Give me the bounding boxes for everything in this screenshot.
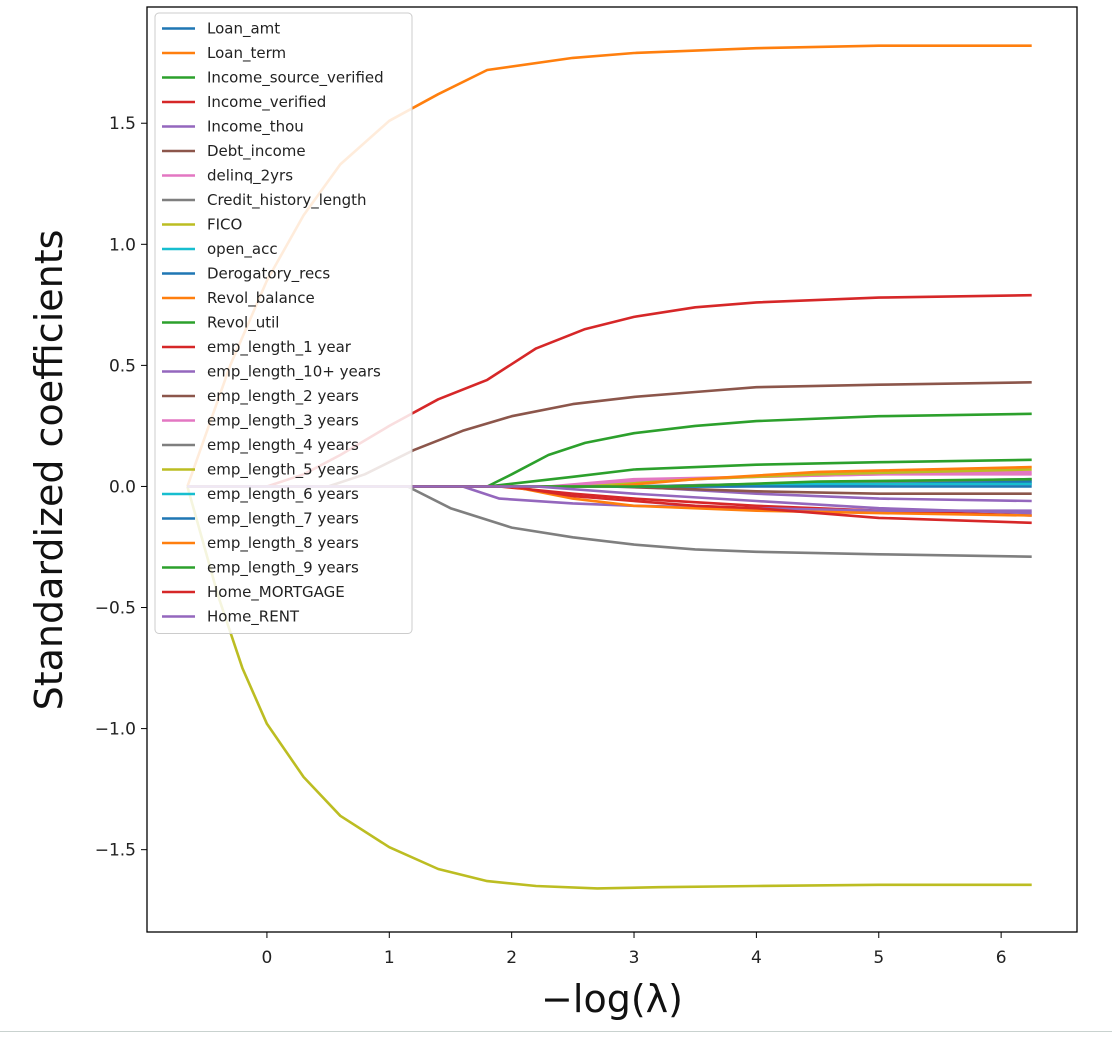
x-tick-label: 5 xyxy=(873,948,884,968)
series-line-23 xyxy=(187,485,1032,525)
legend-label: FICO xyxy=(207,216,242,234)
legend-label: Derogatory_recs xyxy=(207,265,330,284)
y-tick-label: 0.0 xyxy=(109,477,136,497)
series-line-7 xyxy=(187,485,1032,558)
x-tick-label: 0 xyxy=(262,948,273,968)
legend-label: Credit_history_length xyxy=(207,191,367,210)
y-tick-label: −1.5 xyxy=(95,841,136,861)
legend-label: Revol_util xyxy=(207,314,279,333)
legend-label: Home_RENT xyxy=(207,608,300,627)
y-tick-label: 1.0 xyxy=(109,235,136,255)
legend-label: emp_length_8 years xyxy=(207,534,359,553)
legend-label: emp_length_5 years xyxy=(207,461,359,480)
y-axis-title: Standardized coefficients xyxy=(27,230,71,711)
legend-label: emp_length_3 years xyxy=(207,412,359,431)
x-tick-label: 4 xyxy=(751,948,762,968)
series-line-8 xyxy=(186,486,1032,890)
legend-label: delinq_2yrs xyxy=(207,167,293,186)
y-tick-label: 1.5 xyxy=(109,114,136,134)
legend-label: Income_verified xyxy=(207,93,326,112)
legend-label: Income_source_verified xyxy=(207,69,384,88)
legend-label: Home_MORTGAGE xyxy=(207,583,345,602)
legend: Loan_amt Loan_term Income_source_verified I… xyxy=(154,12,413,634)
x-tick-label: 2 xyxy=(506,948,517,968)
legend-label: Debt_income xyxy=(207,142,306,161)
y-tick-label: −0.5 xyxy=(95,599,136,619)
legend-label: open_acc xyxy=(207,240,278,259)
legend-label: Income_thou xyxy=(207,118,304,137)
legend-label: emp_length_7 years xyxy=(207,510,359,529)
legend-label: emp_length_10+ years xyxy=(207,363,381,382)
y-tick-label: −1.0 xyxy=(95,720,136,740)
series-line-12 xyxy=(187,412,1032,488)
plot-frame xyxy=(146,6,1078,933)
x-axis: 0 1 2 3 4 5 6 xyxy=(262,932,1007,968)
legend-label: Loan_amt xyxy=(207,20,280,39)
x-tick-label: 6 xyxy=(996,948,1007,968)
x-tick-label: 1 xyxy=(384,948,395,968)
y-axis: −1.5 −1.0 −0.5 0.0 0.5 1.0 1.5 xyxy=(95,114,147,861)
series-line-4 xyxy=(187,485,1032,513)
x-axis-title: −log(λ) xyxy=(541,977,683,1021)
bottom-divider xyxy=(0,1031,1112,1032)
legend-label: emp_length_1 year xyxy=(207,338,352,357)
legend-label: emp_length_4 years xyxy=(207,436,359,455)
legend-label: Revol_balance xyxy=(207,289,315,308)
legend-label: emp_length_6 years xyxy=(207,485,359,504)
legend-label: emp_length_2 years xyxy=(207,387,359,406)
series-line-24 xyxy=(187,485,1032,515)
x-tick-label: 3 xyxy=(629,948,640,968)
legend-label: emp_length_9 years xyxy=(207,559,359,578)
legend-box xyxy=(154,12,413,634)
legend-label: Loan_term xyxy=(207,44,286,63)
y-tick-label: 0.5 xyxy=(109,356,136,376)
